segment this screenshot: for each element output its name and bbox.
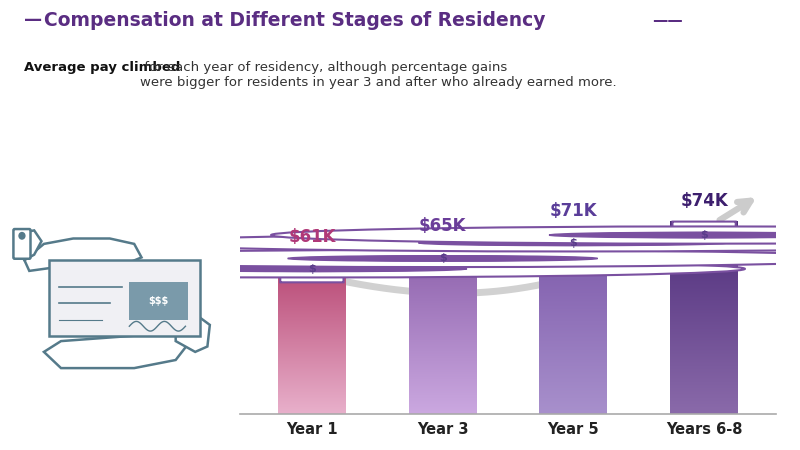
Circle shape — [327, 256, 598, 261]
Polygon shape — [25, 238, 142, 271]
Circle shape — [19, 233, 25, 239]
Circle shape — [588, 232, 800, 238]
Polygon shape — [176, 314, 210, 352]
Circle shape — [418, 240, 689, 246]
Text: $65K: $65K — [419, 216, 466, 234]
Text: ——: —— — [652, 13, 682, 27]
FancyBboxPatch shape — [130, 282, 188, 320]
Text: $: $ — [570, 238, 578, 248]
Text: $: $ — [438, 253, 446, 263]
Text: Compensation at Different Stages of Residency: Compensation at Different Stages of Resi… — [44, 11, 546, 30]
Circle shape — [10, 250, 800, 267]
FancyBboxPatch shape — [280, 256, 343, 282]
Polygon shape — [14, 230, 42, 260]
Text: $: $ — [308, 264, 316, 274]
Circle shape — [271, 226, 800, 243]
FancyBboxPatch shape — [49, 260, 200, 336]
FancyBboxPatch shape — [673, 221, 736, 248]
Text: $: $ — [700, 230, 708, 240]
FancyBboxPatch shape — [542, 230, 605, 256]
Text: $$$: $$$ — [149, 296, 169, 306]
Text: for each year of residency, although percentage gains
were bigger for residents : for each year of residency, although per… — [140, 61, 617, 89]
FancyBboxPatch shape — [411, 245, 474, 272]
Circle shape — [157, 266, 428, 271]
Polygon shape — [44, 330, 190, 368]
Circle shape — [196, 266, 466, 271]
Text: —: — — [24, 11, 42, 29]
Circle shape — [458, 240, 728, 246]
Text: $71K: $71K — [550, 202, 597, 220]
Circle shape — [0, 260, 745, 278]
Circle shape — [288, 256, 558, 261]
Circle shape — [140, 234, 800, 252]
Text: $74K: $74K — [680, 192, 728, 210]
Text: $61K: $61K — [288, 228, 336, 246]
Text: Average pay climbed: Average pay climbed — [24, 61, 180, 74]
Circle shape — [550, 232, 800, 238]
FancyBboxPatch shape — [14, 229, 30, 259]
